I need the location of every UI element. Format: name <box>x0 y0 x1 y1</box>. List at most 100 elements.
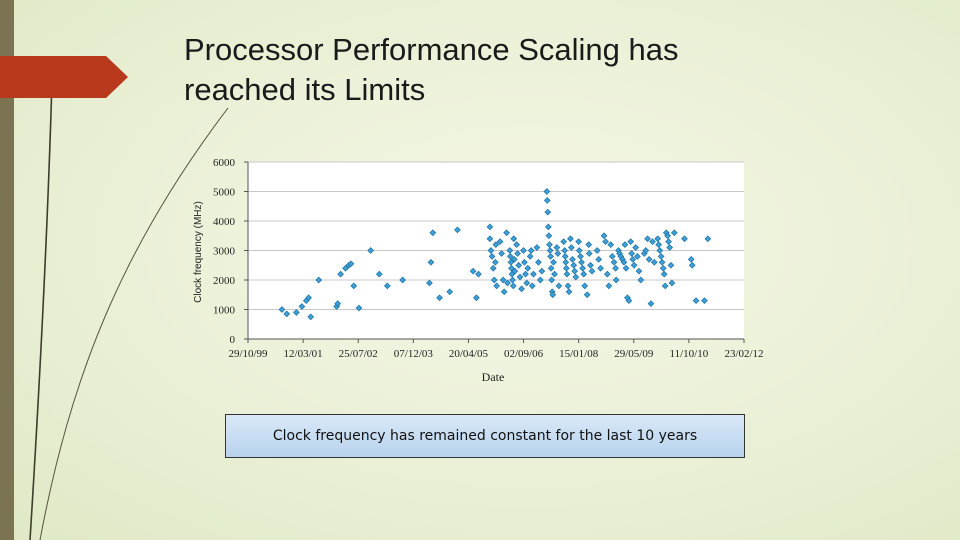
data-point <box>427 258 435 266</box>
data-point <box>350 282 358 290</box>
data-point <box>506 253 514 260</box>
data-point <box>625 297 633 305</box>
y-axis-label: Clock frequency (MHz) <box>193 201 204 303</box>
data-point <box>283 310 291 318</box>
title-accent-tab <box>0 56 128 98</box>
data-point <box>667 261 675 269</box>
data-point <box>650 258 658 266</box>
x-tick-label: 15/01/08 <box>559 348 599 360</box>
data-point <box>600 232 608 240</box>
data-point <box>564 282 572 290</box>
data-point <box>510 255 518 263</box>
data-point <box>637 276 645 284</box>
data-point <box>383 282 391 290</box>
data-point <box>561 253 569 260</box>
data-point <box>511 267 519 275</box>
data-point <box>554 250 562 257</box>
x-axis-label: Date <box>482 370 505 384</box>
y-tick-label: 1000 <box>213 305 236 317</box>
data-point <box>487 247 495 254</box>
data-point <box>492 241 500 248</box>
data-point <box>399 276 407 284</box>
data-point <box>577 253 584 260</box>
data-point <box>628 250 636 257</box>
x-tick-label: 25/07/02 <box>339 348 378 360</box>
x-tick-label: 29/10/99 <box>228 348 268 360</box>
data-point <box>544 208 552 216</box>
y-tick-label: 4000 <box>213 216 236 228</box>
data-point <box>608 253 616 260</box>
data-point <box>490 276 498 284</box>
data-point <box>654 235 662 243</box>
data-point <box>602 238 609 246</box>
data-point <box>634 253 641 260</box>
data-point <box>579 264 587 272</box>
data-point <box>704 235 712 243</box>
data-point <box>546 247 554 254</box>
data-point <box>649 238 656 246</box>
x-tick-label: 07/12/03 <box>394 348 434 360</box>
x-tick-label: 29/05/09 <box>614 348 654 360</box>
data-point <box>575 238 583 246</box>
data-point <box>661 282 669 290</box>
data-point <box>681 235 688 243</box>
data-point <box>668 279 676 287</box>
data-point <box>561 247 569 254</box>
data-point <box>509 276 516 284</box>
data-point <box>469 267 477 275</box>
data-point <box>550 258 557 266</box>
data-point <box>426 279 433 287</box>
data-point <box>569 255 576 263</box>
slide-decoration-lines <box>29 79 229 540</box>
data-point <box>587 261 594 269</box>
data-point <box>562 258 570 266</box>
data-point <box>367 247 375 254</box>
data-point <box>593 247 601 254</box>
data-point <box>660 270 668 278</box>
data-point <box>521 258 528 266</box>
data-point <box>581 282 589 290</box>
data-point <box>473 294 480 302</box>
x-tick-label: 23/02/12 <box>724 348 763 360</box>
data-point <box>585 250 593 257</box>
y-tick-label: 2000 <box>213 275 236 287</box>
data-point <box>515 261 523 269</box>
data-point <box>642 247 650 254</box>
data-point <box>504 279 511 287</box>
data-point <box>547 264 555 272</box>
data-point <box>543 196 551 204</box>
data-point <box>503 229 510 237</box>
data-point <box>571 267 579 275</box>
data-point <box>565 288 573 296</box>
data-point <box>526 253 534 260</box>
data-point <box>605 282 613 290</box>
data-point <box>621 241 629 248</box>
data-point <box>622 264 630 272</box>
data-point <box>475 270 482 278</box>
data-point <box>496 238 504 246</box>
data-point <box>630 261 638 269</box>
data-point <box>486 235 494 243</box>
x-tick-label: 11/10/10 <box>670 348 709 360</box>
data-point <box>347 260 355 268</box>
data-point <box>491 258 499 266</box>
data-point <box>545 232 553 240</box>
data-point <box>568 244 575 251</box>
data-point <box>527 247 535 254</box>
data-point <box>355 304 363 312</box>
data-point <box>562 264 570 272</box>
data-point <box>510 235 518 243</box>
data-point <box>547 253 554 260</box>
x-tick-label: 02/09/06 <box>504 348 544 360</box>
data-point <box>506 247 514 254</box>
data-point <box>553 244 561 251</box>
data-point <box>315 276 323 284</box>
data-point <box>293 309 300 316</box>
data-point <box>656 247 664 254</box>
data-point <box>500 288 508 296</box>
data-point <box>644 235 651 243</box>
data-point <box>436 294 443 302</box>
data-point <box>298 303 306 310</box>
data-point <box>507 258 515 266</box>
data-point <box>548 276 556 284</box>
